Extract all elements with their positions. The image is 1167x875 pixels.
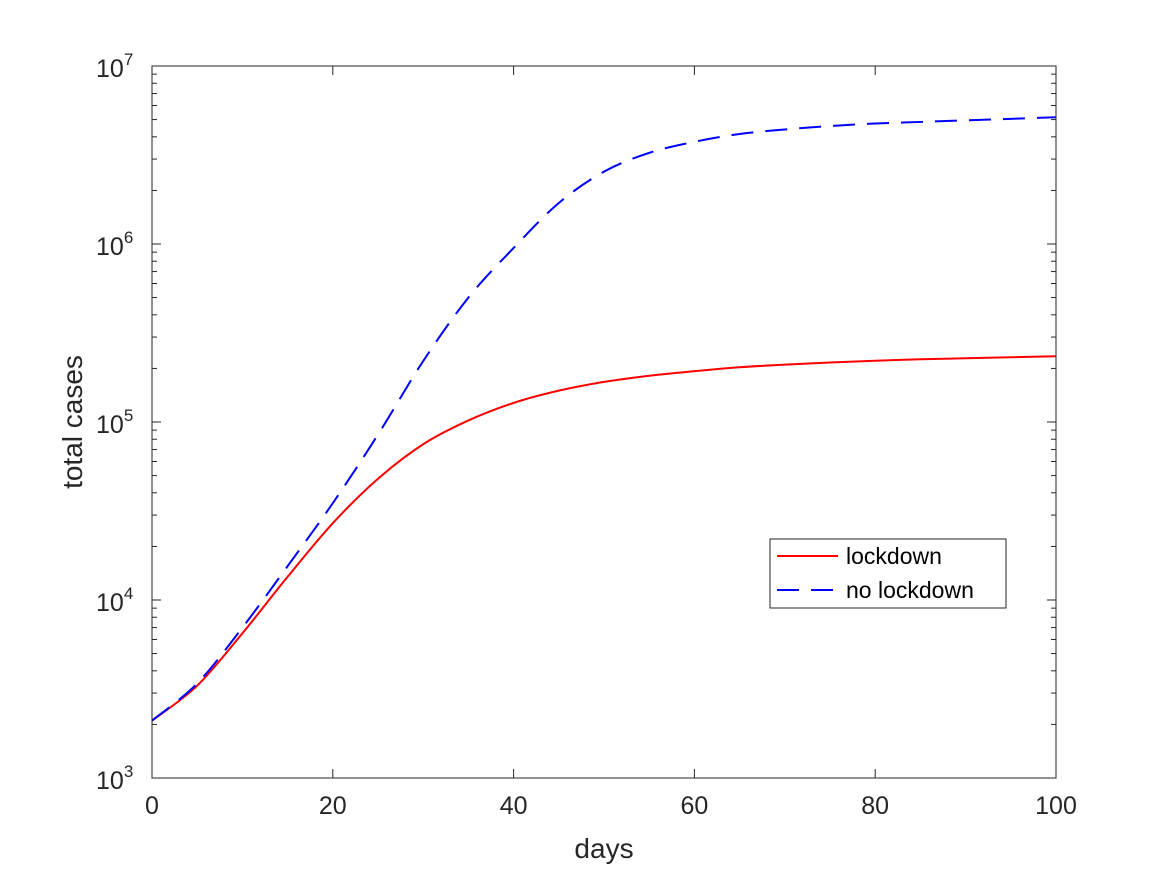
x-tick-label: 20	[319, 792, 347, 820]
series-line-no-lockdown	[151, 116, 1057, 722]
y-axis-label: total cases	[57, 355, 88, 489]
y-tick-labels: 103 104 105 106 107	[96, 50, 133, 795]
x-axis-label: days	[574, 833, 633, 864]
x-tick-label: 80	[861, 792, 889, 820]
x-tick-label: 100	[1035, 792, 1077, 820]
plot-area	[152, 66, 1056, 778]
legend: lockdown no lockdown	[769, 538, 1007, 609]
x-tick-label: 60	[680, 792, 708, 820]
y-tick-label: 106	[96, 228, 133, 261]
y-tick-label: 105	[96, 406, 133, 439]
legend-label-no-lockdown: no lockdown	[846, 577, 974, 603]
legend-box	[769, 538, 1007, 609]
x-tick-label: 0	[145, 792, 159, 820]
y-tick-label: 104	[96, 584, 133, 617]
plot-frame	[151, 65, 1057, 779]
y-tick-label: 103	[96, 762, 133, 795]
x-tick-label: 40	[500, 792, 528, 820]
legend-label-lockdown: lockdown	[846, 543, 942, 569]
series-layer	[151, 116, 1057, 722]
x-tick-labels: 0 20 40 60 80 100	[145, 792, 1077, 820]
y-tick-label: 107	[96, 50, 133, 83]
series-line-lockdown	[151, 355, 1057, 722]
